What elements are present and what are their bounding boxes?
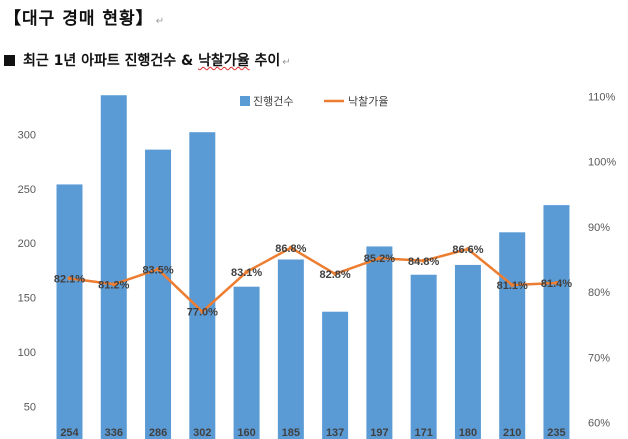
bar	[499, 232, 526, 439]
chart-legend: 진행건수 낙찰가율	[240, 95, 388, 108]
left-axis-tick-label: 200	[18, 238, 36, 250]
line-path	[69, 246, 557, 313]
bar	[366, 246, 393, 439]
line-value-label: 82.1%	[54, 273, 85, 285]
left-axis-tick-label: 300	[18, 129, 36, 141]
bar-value-label: 254	[60, 427, 79, 439]
left-axis-tick-label: 100	[18, 347, 36, 359]
line-series	[67, 245, 559, 314]
line-point	[111, 282, 116, 287]
legend-bar-swatch	[240, 96, 250, 106]
line-value-label: 86.6%	[452, 244, 483, 256]
bar-value-label: 185	[282, 427, 300, 439]
bar	[189, 132, 216, 439]
right-axis-tick-label: 80%	[588, 287, 610, 299]
line-value-label: 84.8%	[408, 256, 439, 268]
paragraph-mark-icon: ↵	[282, 57, 291, 68]
right-axis: 60% 70% 80% 90% 100% 110%	[588, 91, 616, 429]
right-axis-tick-label: 70%	[588, 352, 610, 364]
paragraph-mark-icon: ↵	[155, 16, 166, 27]
bar-value-label: 180	[459, 427, 477, 439]
line-value-label: 83.1%	[231, 267, 262, 279]
bar-value-label: 302	[193, 427, 211, 439]
line-point	[377, 256, 382, 261]
section-title-text: 최근 1년 아파트 진행건수 &	[23, 53, 199, 69]
document-title: 【대구 경매 현황】 ↵	[4, 4, 165, 29]
left-axis-tick-label: 50	[24, 401, 36, 413]
line-point	[288, 245, 293, 250]
line-labels: 82.1% 81.2% 83.5% 77.0% 83.1% 86.8% 82.8% 85.2%…	[54, 243, 572, 319]
line-point	[333, 271, 338, 276]
bar-value-label: 137	[326, 427, 344, 439]
line-point	[156, 267, 161, 272]
legend-line-label: 낙찰가율	[348, 95, 388, 108]
right-axis-tick-label: 110%	[588, 91, 616, 103]
line-value-label: 77.0%	[187, 307, 218, 319]
square-bullet-icon	[4, 55, 15, 66]
line-value-label: 81.1%	[497, 280, 528, 292]
line-value-label: 81.2%	[98, 279, 129, 291]
line-value-label: 83.5%	[142, 264, 173, 276]
line-point	[554, 280, 559, 285]
bar-value-label: 336	[105, 427, 123, 439]
line-point	[510, 282, 515, 287]
line-point	[67, 276, 72, 281]
bar-value-label: 286	[149, 427, 167, 439]
bar	[410, 274, 437, 439]
line-value-label: 81.4%	[541, 278, 572, 290]
bar	[277, 259, 304, 439]
right-axis-tick-label: 60%	[588, 418, 610, 430]
left-axis: 50 100 150 200 250 300	[18, 129, 36, 413]
bar-value-label: 235	[547, 427, 565, 439]
left-axis-tick-label: 250	[18, 184, 36, 196]
bar	[543, 205, 570, 439]
bar	[145, 149, 172, 439]
right-axis-tick-label: 100%	[588, 157, 616, 169]
bar-value-label: 197	[370, 427, 388, 439]
bar	[322, 311, 349, 439]
line-point	[421, 258, 426, 263]
section-title: 최근 1년 아파트 진행건수 & 낙찰가율 추이 ↵	[4, 50, 291, 70]
right-axis-tick-label: 90%	[588, 222, 610, 234]
bar	[100, 95, 127, 439]
document-title-text: 【대구 경매 현황】	[4, 9, 154, 29]
bar-value-label: 210	[503, 427, 521, 439]
bar-value-label: 171	[414, 427, 432, 439]
line-point	[465, 247, 470, 252]
line-value-label: 85.2%	[364, 253, 395, 265]
bar	[56, 184, 83, 439]
bar	[454, 264, 481, 439]
section-title-tail-text: 추이	[249, 53, 281, 69]
line-value-label: 82.8%	[320, 269, 351, 281]
bar-labels: 254 336 286 302 160 185 137 197 171 180 210 235	[60, 427, 565, 439]
bars-series	[56, 95, 570, 439]
bar	[233, 286, 260, 439]
left-axis-tick-label: 150	[18, 293, 36, 305]
section-title-underlined-text: 낙찰가율	[198, 53, 250, 69]
bar-value-label: 160	[237, 427, 255, 439]
line-point	[200, 309, 205, 314]
legend-bar-label: 진행건수	[253, 95, 293, 108]
line-point	[244, 269, 249, 274]
line-value-label: 86.8%	[275, 243, 306, 255]
